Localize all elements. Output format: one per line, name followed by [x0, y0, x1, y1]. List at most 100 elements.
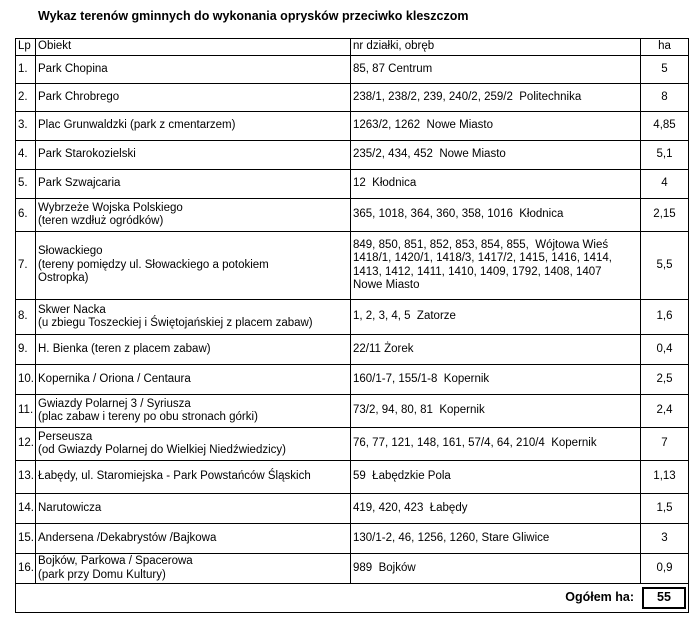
- cell-text: 1418/1, 1420/1, 1418/3, 1417/2, 1415, 14…: [353, 252, 612, 264]
- object-cell: Park Chrobrego: [35, 83, 351, 112]
- ha-cell: 2,15: [640, 198, 689, 232]
- total-cell: 55: [642, 587, 686, 609]
- object-cell: Park Szwajcaria: [35, 169, 351, 199]
- header-cell: ha: [640, 38, 689, 56]
- cell-text: 2,5: [656, 372, 673, 385]
- ha-cell: 0,4: [640, 334, 689, 365]
- header-cell: nr działki, obręb: [350, 38, 641, 56]
- cell-text: 1, 2, 3, 4, 5 Zatorze: [353, 310, 456, 323]
- cell-text: 238/1, 238/2, 239, 240/2, 259/2 Politech…: [353, 90, 582, 103]
- object-cell: Narutowicza: [35, 493, 351, 524]
- cell-text: (teren wzdłuż ogródków): [38, 215, 164, 227]
- plots-cell: 160/1-7, 155/1-8 Kopernik: [350, 364, 641, 395]
- object-cell: Łabędy, ul. Staromiejska - Park Powstańc…: [35, 460, 351, 494]
- cell-text: 8: [661, 90, 668, 103]
- cell-text: 11.: [18, 404, 34, 417]
- total-row: Ogółem ha:: [15, 583, 689, 613]
- ha-cell: 5,5: [640, 231, 689, 300]
- cell-text: Nowe Miasto: [353, 279, 420, 291]
- ha-cell: 5,1: [640, 140, 689, 170]
- cell-text: 9.: [18, 342, 28, 355]
- cell-text: 4.: [18, 148, 28, 161]
- lp-cell: 11.: [15, 394, 36, 428]
- cell-text: 7.: [18, 258, 28, 271]
- cell-text: Łabędy, ul. Staromiejska - Park Powstańc…: [38, 470, 311, 483]
- object-cell: Andersena /Dekabrystów /Bajkowa: [35, 523, 351, 554]
- object-cell: H. Bienka (teren z placem zabaw): [35, 334, 351, 365]
- cell-text: Lp: [18, 40, 31, 53]
- cell-text: Obiekt: [38, 40, 72, 53]
- cell-text: 0,9: [656, 561, 673, 574]
- ha-cell: 5: [640, 55, 689, 84]
- cell-text: (plac zabaw i tereny po obu stronach gór…: [38, 411, 258, 423]
- cell-text: 16.: [18, 561, 34, 574]
- cell-text: 22/11 Żorek: [353, 342, 414, 355]
- ha-cell: 1,6: [640, 299, 689, 335]
- lp-cell: 2.: [15, 83, 36, 112]
- cell-text: 7: [661, 437, 668, 450]
- lp-cell: 9.: [15, 334, 36, 365]
- lp-cell: 6.: [15, 198, 36, 232]
- cell-text: 1263/2, 1262 Nowe Miasto: [353, 119, 494, 132]
- object-cell: Park Chopina: [35, 55, 351, 84]
- cell-text: Andersena /Dekabrystów /Bajkowa: [38, 531, 217, 544]
- cell-text: (park przy Domu Kultury): [38, 568, 166, 581]
- cell-text: Park Chrobrego: [38, 90, 120, 103]
- header-cell: Obiekt: [35, 38, 351, 56]
- cell-text: 4: [661, 177, 668, 190]
- cell-text: 12 Kłodnica: [353, 177, 417, 190]
- lp-cell: 4.: [15, 140, 36, 170]
- cell-text: Gwiazdy Polarnej 3 / Syriusza: [38, 397, 191, 410]
- lp-cell: 1.: [15, 55, 36, 84]
- cell-text: 0,4: [656, 342, 673, 355]
- title: Wykaz terenów gminnych do wykonania opry…: [38, 9, 469, 23]
- total-label: Ogółem ha:: [565, 590, 634, 605]
- cell-text: 4,85: [653, 119, 676, 132]
- ha-cell: 2,4: [640, 394, 689, 428]
- cell-text: 1,5: [656, 501, 673, 514]
- cell-text: 5,1: [656, 148, 673, 161]
- plots-cell: 130/1-2, 46, 1256, 1260, Stare Gliwice: [350, 523, 641, 554]
- object-cell: Plac Grunwaldzki (park z cmentarzem): [35, 111, 351, 141]
- cell-text: Park Szwajcaria: [38, 177, 121, 190]
- cell-text: nr działki, obręb: [353, 40, 435, 53]
- ha-cell: 3: [640, 523, 689, 554]
- cell-text: 849, 850, 851, 852, 853, 854, 855, Wójto…: [353, 238, 609, 251]
- plots-cell: 235/2, 434, 452 Nowe Miasto: [350, 140, 641, 170]
- plots-cell: 1263/2, 1262 Nowe Miasto: [350, 111, 641, 141]
- cell-text: 6.: [18, 208, 28, 221]
- cell-text: 59 Łabędzkie Pola: [353, 470, 451, 483]
- cell-text: 5,5: [656, 258, 673, 271]
- ha-cell: 0,9: [640, 553, 689, 584]
- header-cell: Lp: [15, 38, 36, 56]
- cell-text: 3: [661, 531, 668, 544]
- cell-text: Plac Grunwaldzki (park z cmentarzem): [38, 119, 236, 132]
- cell-text: 13.: [18, 470, 34, 483]
- lp-cell: 12.: [15, 427, 36, 461]
- cell-text: 73/2, 94, 80, 81 Kopernik: [353, 404, 485, 417]
- plots-cell: 989 Bojków: [350, 553, 641, 584]
- ha-cell: 7: [640, 427, 689, 461]
- cell-text: Ostropka): [38, 272, 89, 285]
- plots-cell: 365, 1018, 364, 360, 358, 1016 Kłodnica: [350, 198, 641, 232]
- object-cell: Wybrzeże Wojska Polskiego (teren wzdłuż o…: [35, 198, 351, 232]
- cell-text: Park Starokozielski: [38, 148, 136, 161]
- cell-text: Park Chopina: [38, 62, 108, 75]
- plots-cell: 85, 87 Centrum: [350, 55, 641, 84]
- cell-text: Perseusza: [38, 430, 93, 443]
- lp-cell: 16.: [15, 553, 36, 584]
- cell-text: 365, 1018, 364, 360, 358, 1016 Kłodnica: [353, 208, 564, 221]
- lp-cell: 5.: [15, 169, 36, 199]
- lp-cell: 7.: [15, 231, 36, 300]
- plots-cell: 76, 77, 121, 148, 161, 57/4, 64, 210/4 K…: [350, 427, 641, 461]
- cell-text: (tereny pomiędzy ul. Słowackiego a potok…: [38, 258, 269, 271]
- cell-text: Słowackiego: [38, 245, 103, 258]
- cell-text: 5: [661, 62, 668, 75]
- plots-cell: 849, 850, 851, 852, 853, 854, 855, Wójto…: [350, 231, 641, 300]
- cell-text: 2.: [18, 90, 28, 103]
- cell-text: 160/1-7, 155/1-8 Kopernik: [353, 372, 490, 385]
- cell-text: 235/2, 434, 452 Nowe Miasto: [353, 148, 506, 161]
- object-cell: Bojków, Parkowa / Spacerowa (park przy Do…: [35, 553, 351, 584]
- cell-text: 1413, 1412, 1411, 1410, 1409, 1792, 1408…: [353, 265, 602, 278]
